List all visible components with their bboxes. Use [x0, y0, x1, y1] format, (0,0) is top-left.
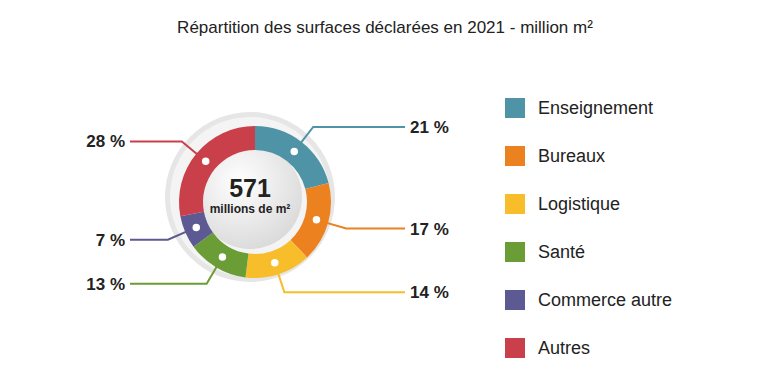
- svg-text:17 %: 17 %: [410, 220, 449, 239]
- html-text:Bureaux: Bureaux: [538, 145, 605, 166]
- html-text:Logistique: Logistique: [538, 193, 621, 214]
- svg-text:13 %: 13 %: [86, 275, 125, 294]
- html-text:Répartition des surfaces décla: Répartition des surfaces déclarées en 20…: [177, 18, 593, 37]
- svg-text:28 %: 28 %: [86, 132, 125, 151]
- html-text:millions de m²: millions de m²: [209, 202, 291, 216]
- html-text:571: 571: [229, 174, 271, 202]
- svg-text:14 %: 14 %: [410, 283, 449, 302]
- html-text:Enseignement: Enseignement: [538, 97, 654, 118]
- svg-text:7 %: 7 %: [96, 231, 125, 250]
- html-text:Autres: Autres: [538, 337, 590, 358]
- html-text:Santé: Santé: [538, 241, 585, 262]
- html-text:Commerce autre: Commerce autre: [538, 289, 672, 310]
- svg-text:21 %: 21 %: [410, 118, 449, 137]
